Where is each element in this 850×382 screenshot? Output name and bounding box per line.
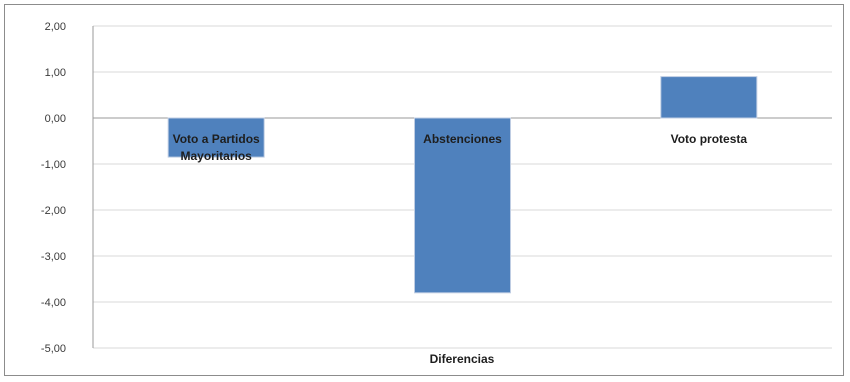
y-tick-label: 1,00 xyxy=(45,67,66,79)
y-tick-label: -2,00 xyxy=(41,205,66,217)
y-tick-label: -4,00 xyxy=(41,297,66,309)
category-label: Voto protesta xyxy=(671,132,748,146)
y-tick-label: -3,00 xyxy=(41,251,66,263)
bar xyxy=(167,117,265,158)
bar xyxy=(414,117,511,294)
y-tick-label: 0,00 xyxy=(45,113,66,125)
bars xyxy=(167,76,758,294)
category-label: Voto a Partidos Mayoritarios xyxy=(173,132,260,163)
y-tick-label: -1,00 xyxy=(41,159,66,171)
x-axis-title: Diferencias xyxy=(430,352,495,366)
category-label: Abstenciones xyxy=(423,132,502,146)
bar xyxy=(660,76,758,119)
y-tick-label: 2,00 xyxy=(45,21,66,33)
y-axis: 2,00 1,00 0,00 -1,00 -2,00 -3,00 -4,00 -5,00 xyxy=(41,21,94,355)
category-labels: Voto a Partidos Mayoritarios Abstenciones V… xyxy=(173,132,748,163)
y-tick-label: -5,00 xyxy=(41,343,66,355)
